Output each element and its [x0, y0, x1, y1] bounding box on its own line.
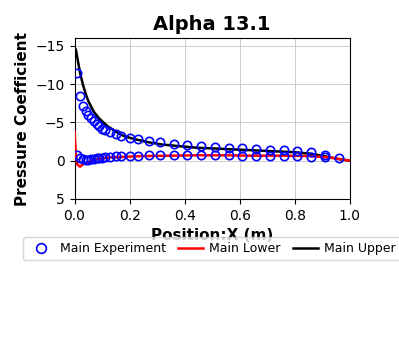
- Title: Alpha 13.1: Alpha 13.1: [153, 15, 271, 34]
- Y-axis label: Pressure Coefficient: Pressure Coefficient: [15, 32, 30, 206]
- X-axis label: Position:X (m): Position:X (m): [151, 228, 273, 243]
- Legend: Main Experiment, Main Lower, Main Upper: Main Experiment, Main Lower, Main Upper: [23, 237, 399, 260]
